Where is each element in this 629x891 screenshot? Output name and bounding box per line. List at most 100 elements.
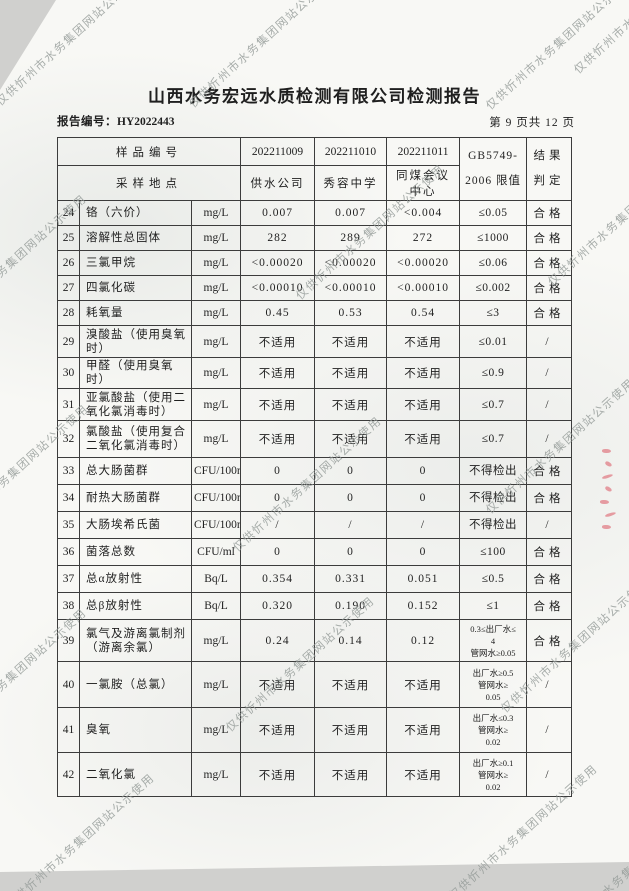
result-cell: 合格 — [526, 565, 573, 593]
limit-cell: ≤0.05 — [459, 200, 528, 226]
sample3-value-cell: <0.00020 — [386, 250, 461, 276]
parameter-name-cell: 四氯化碳 — [79, 275, 192, 301]
parameter-name-cell: 耗氧量 — [79, 300, 192, 326]
sample1-value-cell: 0 — [240, 457, 316, 485]
sample2-value-cell: 0 — [314, 538, 388, 566]
limit-cell: 不得检出 — [459, 457, 528, 485]
unit-cell: mg/L — [190, 357, 242, 389]
limit-cell: ≤100 — [459, 538, 528, 566]
sample3-value-cell: 0 — [386, 484, 461, 512]
row-number-cell: 36 — [57, 538, 80, 566]
result-cell: 合格 — [526, 225, 573, 251]
unit-cell: mg/L — [190, 250, 242, 276]
report-number-value: HY2022443 — [117, 116, 175, 128]
sample3-value-cell: 不适用 — [386, 752, 461, 797]
result-cell: 合格 — [526, 200, 573, 226]
table-row: 32 氯酸盐（使用复合 二氧化氯消毒时） mg/L 不适用 不适用 不适用 ≤0… — [57, 420, 573, 458]
parameter-name-cell: 二氧化氯 — [79, 752, 192, 797]
parameter-name-cell: 臭氧 — [79, 707, 192, 753]
sample1-value-cell: 0.45 — [240, 300, 316, 326]
limit-cell: ≤0.7 — [459, 388, 528, 421]
red-stamp-fragment — [598, 440, 620, 545]
sample2-value-cell: 289 — [314, 225, 388, 251]
limit-cell: ≤0.5 — [459, 565, 528, 593]
table-row: 28 耗氧量 mg/L 0.45 0.53 0.54 ≤3 合格 — [57, 300, 573, 326]
sample1-value-cell: 0 — [240, 484, 316, 512]
sample2-value-cell: 不适用 — [314, 420, 388, 458]
parameter-name-cell: 大肠埃希氏菌 — [79, 511, 192, 539]
sample2-value-cell: 0.190 — [314, 592, 388, 620]
row-number-cell: 25 — [57, 225, 80, 251]
sample2-value-cell: / — [314, 511, 388, 539]
table-row: 33 总大肠菌群 CFU/100ml 0 0 0 不得检出 合格 — [57, 457, 573, 485]
unit-cell: mg/L — [190, 420, 242, 458]
location-row-label: 采样地点 — [56, 165, 242, 201]
limit-cell: 出厂水≥0.5 管网水≥ 0.05 — [459, 661, 528, 708]
result-cell: / — [526, 325, 573, 358]
unit-cell: CFU/100ml — [190, 511, 242, 539]
limit-cell: ≤0.7 — [459, 420, 528, 458]
result-cell: 合格 — [526, 275, 573, 301]
table-row: 42 二氧化氯 mg/L 不适用 不适用 不适用 出厂水≥0.1 管网水≥ 0.… — [57, 752, 573, 797]
sample3-value-cell: 0.051 — [386, 565, 461, 593]
row-number-cell: 37 — [57, 565, 80, 593]
page-indicator: 第 9 页共 12 页 — [489, 117, 575, 129]
sample1-value-cell: <0.00010 — [240, 275, 316, 301]
unit-cell: mg/L — [190, 619, 242, 662]
sample3-value-cell: <0.004 — [386, 200, 461, 226]
result-cell: / — [526, 661, 573, 708]
parameter-name-cell: 铬（六价） — [79, 200, 192, 226]
result-cell: 合格 — [526, 250, 573, 276]
sample1-value-cell: 0.320 — [240, 592, 316, 620]
unit-cell: mg/L — [190, 225, 242, 251]
parameter-name-cell: 氯气及游离氯制剂 （游离余氯） — [79, 619, 192, 662]
sample1-value-cell: / — [240, 511, 316, 539]
result-cell: / — [526, 752, 573, 797]
row-number-cell: 35 — [57, 511, 80, 539]
sample-id-row-label: 样品编号 — [56, 137, 242, 166]
sample3-value-cell: 272 — [386, 225, 461, 251]
location-header-2: 秀容中学 — [314, 165, 388, 201]
unit-cell: Bq/L — [190, 592, 242, 620]
unit-cell: mg/L — [190, 707, 242, 753]
sample2-value-cell: 不适用 — [314, 661, 388, 708]
limit-cell: ≤0.06 — [459, 250, 528, 276]
table-row: 35 大肠埃希氏菌 CFU/100ml / / / 不得检出 / — [57, 511, 573, 539]
sample3-value-cell: 0 — [386, 538, 461, 566]
unit-cell: mg/L — [190, 325, 242, 358]
limit-cell: ≤0.002 — [459, 275, 528, 301]
report-number-label: 报告编号： — [57, 116, 117, 128]
sample3-value-cell: 不适用 — [386, 420, 461, 458]
sample1-value-cell: 不适用 — [240, 661, 316, 708]
parameter-name-cell: 亚氯酸盐（使用二 氧化氯消毒时） — [79, 388, 192, 421]
table-row: 30 甲醛（使用臭氧时） mg/L 不适用 不适用 不适用 ≤0.9 / — [57, 357, 573, 389]
table-row: 38 总β放射性 Bq/L 0.320 0.190 0.152 ≤1 合格 — [57, 592, 573, 620]
sample2-value-cell: 0 — [314, 484, 388, 512]
result-cell: / — [526, 420, 573, 458]
row-number-cell: 30 — [57, 357, 80, 389]
parameter-name-cell: 总大肠菌群 — [79, 457, 192, 485]
sample3-value-cell: 不适用 — [386, 325, 461, 358]
unit-cell: CFU/100ml — [190, 457, 242, 485]
result-cell: / — [526, 707, 573, 753]
limit-cell: 出厂水≤0.3 管网水≥ 0.02 — [459, 707, 528, 753]
unit-cell: mg/L — [190, 200, 242, 226]
unit-cell: mg/L — [190, 388, 242, 421]
limit-cell: ≤0.01 — [459, 325, 528, 358]
table-row: 24 铬（六价） mg/L 0.007 0.007 <0.004 ≤0.05 合… — [57, 200, 573, 226]
results-table: 样品编号 202211009 202211010 202211011 GB574… — [56, 137, 573, 797]
table-row: 29 溴酸盐（使用臭氧 时） mg/L 不适用 不适用 不适用 ≤0.01 / — [57, 325, 573, 358]
sample2-value-cell: <0.00010 — [314, 275, 388, 301]
sample-id-header-3: 202211011 — [386, 137, 461, 166]
row-number-cell: 39 — [57, 619, 80, 662]
report-title: 山西水务宏远水质检测有限公司检测报告 — [148, 87, 481, 106]
limit-column-header: GB5749- 2006 限值 — [459, 137, 528, 201]
sample2-value-cell: 0.14 — [314, 619, 388, 662]
sample3-value-cell: 不适用 — [386, 661, 461, 708]
sample3-value-cell: 不适用 — [386, 357, 461, 389]
row-number-cell: 33 — [57, 457, 80, 485]
limit-cell: ≤0.9 — [459, 357, 528, 389]
unit-cell: Bq/L — [190, 565, 242, 593]
table-row: 31 亚氯酸盐（使用二 氧化氯消毒时） mg/L 不适用 不适用 不适用 ≤0.… — [57, 388, 573, 421]
